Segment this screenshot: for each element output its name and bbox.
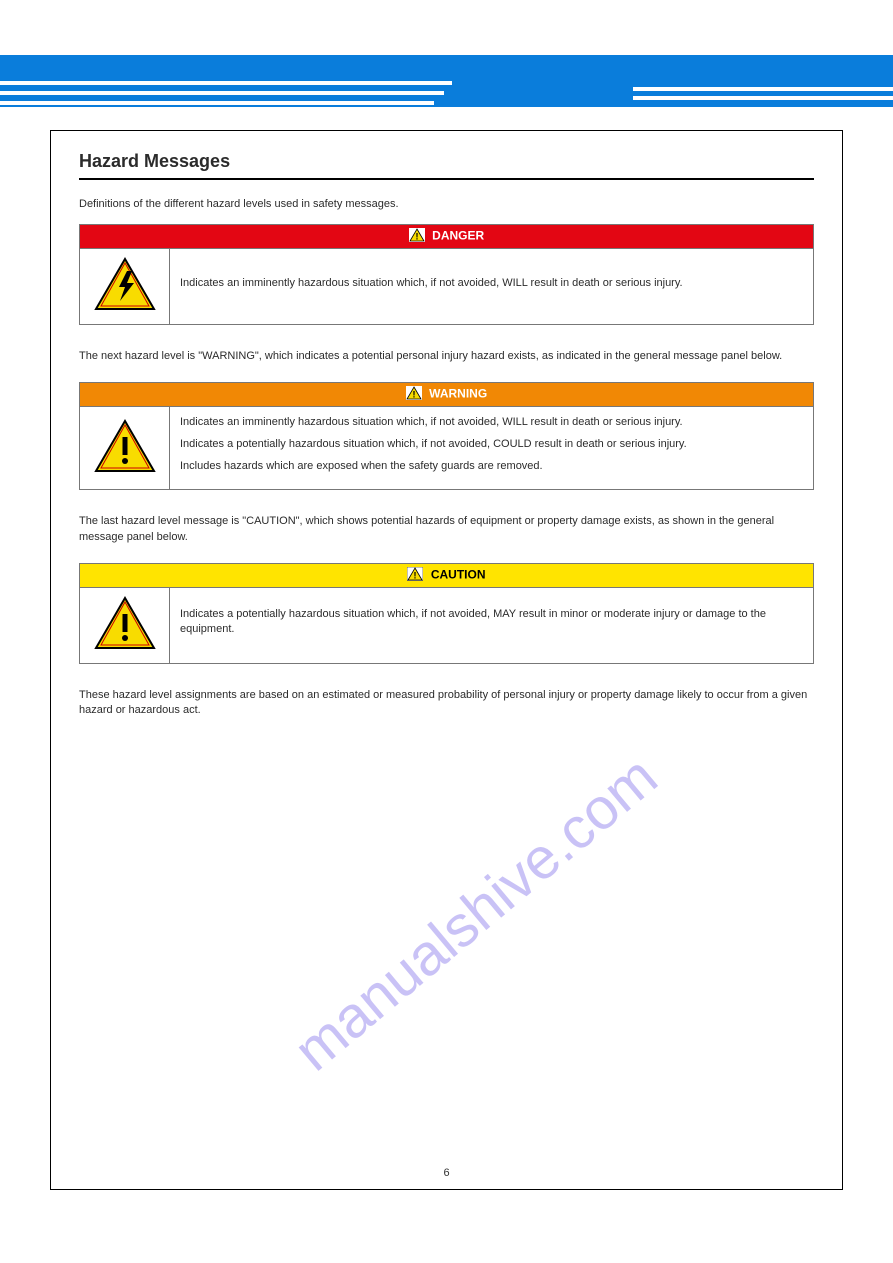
banner-stripes-right	[633, 87, 893, 105]
svg-text:!: !	[415, 232, 418, 242]
danger-header: ! DANGER	[80, 225, 814, 249]
banner-stripes-left	[0, 81, 452, 111]
caution-icon-cell	[80, 587, 170, 663]
svg-text:!: !	[412, 390, 415, 400]
danger-icon-cell	[80, 249, 170, 325]
section-rule	[79, 178, 814, 180]
danger-body: Indicates an imminently hazardous situat…	[180, 276, 803, 292]
warning-label: WARNING	[429, 387, 487, 401]
intro-text: Definitions of the different hazard leve…	[79, 198, 814, 210]
closing-text: These hazard level assignments are based…	[79, 688, 814, 719]
warning-intro: The next hazard level is "WARNING", whic…	[79, 349, 814, 364]
warning-header: ! WARNING	[80, 383, 814, 407]
alert-icon: !	[406, 386, 422, 403]
warning-body-2: Indicates a potentially hazardous situat…	[180, 437, 803, 453]
warning-body-cell: Indicates an imminently hazardous situat…	[170, 407, 814, 490]
warning-table: ! WARNING Indicates an imminently hazard…	[79, 382, 814, 490]
warning-body-3: Includes hazards which are exposed when …	[180, 459, 803, 475]
exclaim-icon	[94, 596, 156, 650]
warning-body-1: Indicates an imminently hazardous situat…	[180, 415, 803, 431]
caution-body-cell: Indicates a potentially hazardous situat…	[170, 587, 814, 663]
warning-icon-cell	[80, 407, 170, 490]
exclaim-icon	[94, 419, 156, 473]
caution-label: CAUTION	[431, 568, 486, 582]
danger-body-cell: Indicates an imminently hazardous situat…	[170, 249, 814, 325]
caution-body: Indicates a potentially hazardous situat…	[180, 607, 803, 639]
caution-intro: The last hazard level message is "CAUTIO…	[79, 514, 814, 545]
top-banner	[0, 0, 893, 110]
danger-label: DANGER	[432, 229, 484, 243]
alert-icon: !	[407, 567, 423, 584]
section-title: Hazard Messages	[79, 151, 814, 172]
caution-header: ! CAUTION	[80, 563, 814, 587]
lightning-icon	[94, 257, 156, 311]
svg-text:!: !	[414, 570, 417, 580]
danger-table: ! DANGER Indicates an imminently hazardo…	[79, 224, 814, 325]
page-frame: Hazard Messages Definitions of the diffe…	[50, 130, 843, 1190]
page-number: 6	[443, 1167, 449, 1179]
alert-icon: !	[409, 228, 425, 245]
caution-table: ! CAUTION Indicates a potentially hazard…	[79, 563, 814, 664]
